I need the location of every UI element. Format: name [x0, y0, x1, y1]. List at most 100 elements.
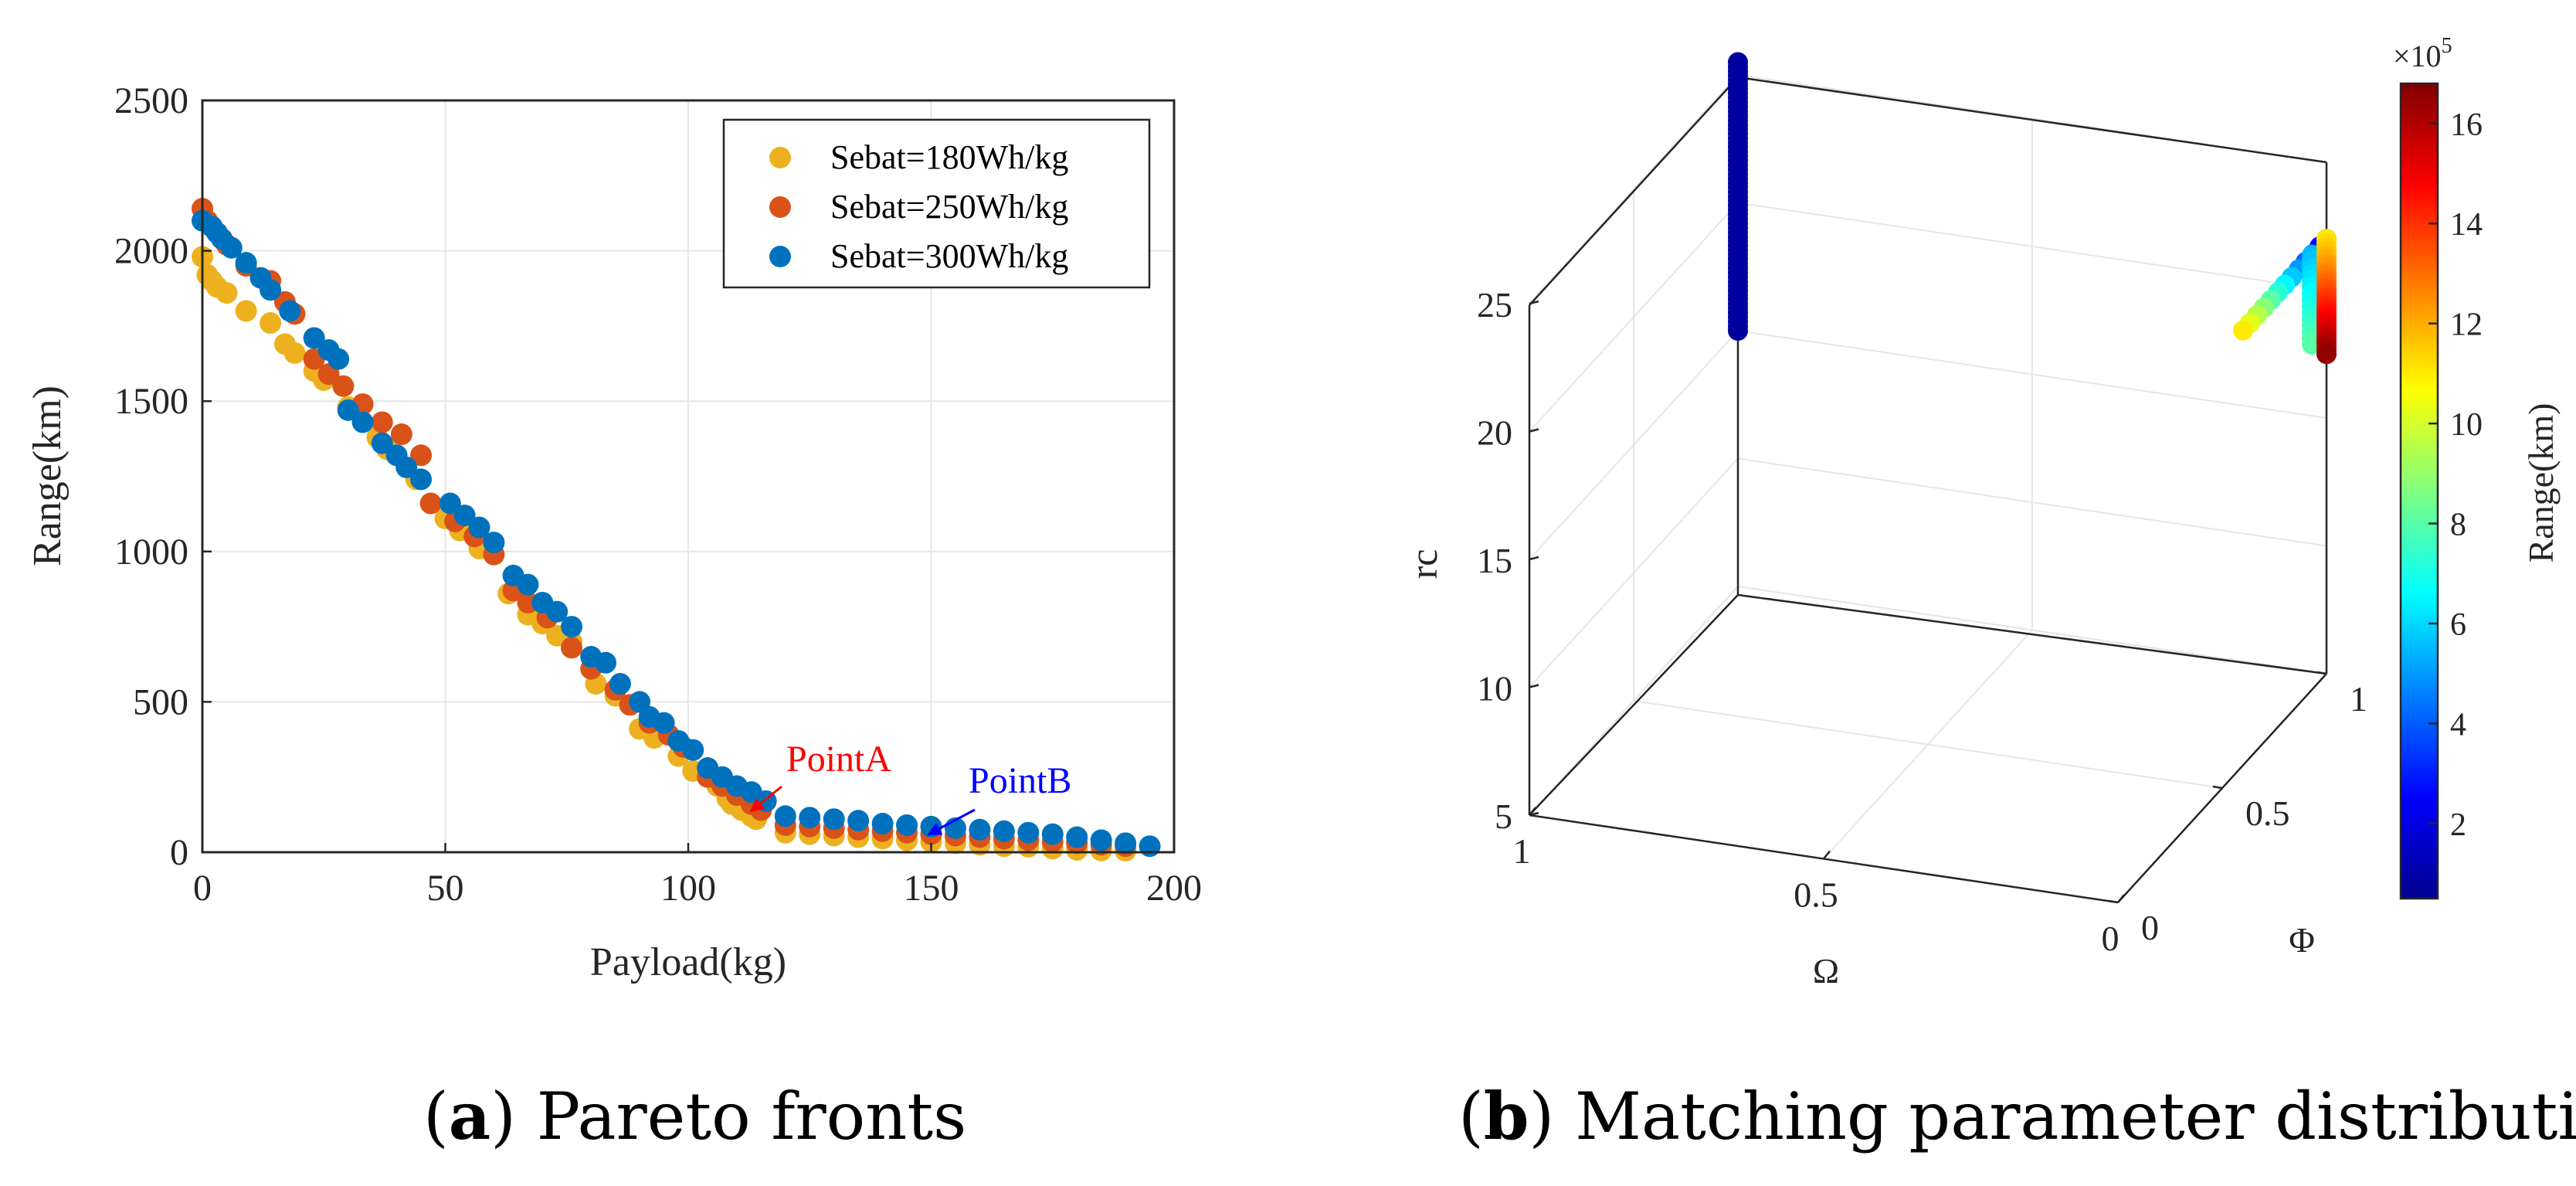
z-tick: [1529, 300, 1539, 305]
point-series-2: [871, 813, 894, 835]
caption-b-letter: b: [1483, 1078, 1529, 1154]
point-series-1: [419, 492, 442, 515]
point-series-2: [351, 411, 374, 433]
point-series-2: [847, 810, 870, 832]
z-axis-label-b: rc: [1402, 549, 1445, 579]
point-series-2: [468, 516, 490, 539]
x-tick-b: [2117, 894, 2125, 903]
point-series-2: [328, 348, 350, 370]
y-tick-label-b: 0.5: [2245, 793, 2290, 833]
point-series-2: [410, 468, 433, 491]
x-tick-label: 200: [1146, 868, 1202, 909]
matching-3d-chart: 5 10 15 20 25 1 0.5 0 0 0.5 1 rc Ω Φ 2 4 6 8 10 12 14 16 …: [1402, 34, 2561, 991]
caption-a: (a) Pareto fronts: [423, 1078, 967, 1154]
y-tick-label: 2000: [114, 231, 188, 272]
legend-label-250: Sebat=250Wh/kg: [830, 188, 1068, 226]
grid-phi-floor: [1737, 586, 2327, 675]
points-a: [192, 198, 1161, 862]
z-tick-label: 5: [1495, 797, 1512, 836]
point-series-2: [303, 327, 325, 349]
point-series-2: [653, 712, 675, 734]
y-tick-label-b: 1: [2350, 679, 2367, 719]
y-tick-label: 1000: [114, 532, 188, 573]
caption-b-text: Matching parameter distribution: [1575, 1079, 2576, 1154]
points-b: [1728, 52, 2337, 365]
caption-b: (b) Matching parameter distribution: [1458, 1078, 2576, 1154]
point-series-2: [517, 573, 539, 596]
colorbar-tick-label: 2: [2450, 807, 2466, 843]
point-series-0: [260, 312, 282, 335]
y-tick-b: [2316, 671, 2327, 675]
annotation-point-a: PointA: [749, 739, 891, 813]
legend-label-300: Sebat=300Wh/kg: [830, 237, 1068, 275]
colorbar-tick-label: 14: [2450, 207, 2483, 243]
ticks-b: 5 10 15 20 25 1 0.5 0 0 0.5 1: [1477, 285, 2367, 958]
x-tick-label: 100: [660, 868, 716, 909]
legend-label-180: Sebat=180Wh/kg: [830, 138, 1068, 176]
point-series-1: [410, 444, 433, 467]
point-b-arrow: [927, 808, 976, 836]
point-series-2: [1041, 823, 1064, 845]
x-tick-label-b: 1: [1513, 831, 1531, 871]
point-series-2: [453, 505, 476, 527]
point-a-label: PointA: [786, 739, 891, 780]
x-axis-label-a: Payload(kg): [590, 940, 786, 984]
point-series-2: [799, 807, 821, 829]
point-phi-arm: [2233, 320, 2253, 341]
point-series-2: [993, 820, 1015, 842]
y-tick-label: 0: [170, 832, 188, 873]
z-tick-label: 25: [1477, 285, 1512, 325]
point-series-2: [1139, 835, 1161, 858]
point-series-2: [823, 808, 845, 831]
point-series-1: [371, 411, 393, 433]
colorbar: 2 4 6 8 10 12 14 16 ×105 Range(km): [2393, 34, 2561, 900]
y-tick-label: 1500: [114, 381, 188, 422]
colorbar-tick-label: 8: [2450, 508, 2466, 543]
point-series-2: [371, 432, 393, 454]
grid-phi-floor: [1633, 700, 2223, 789]
colorbar-tick-label: 6: [2450, 607, 2466, 643]
point-series-2: [595, 651, 617, 674]
point-series-2: [774, 805, 796, 827]
y-axis-label-a: Range(km): [25, 386, 70, 566]
y-tick-b: [2108, 899, 2119, 904]
x-tick-label: 50: [427, 868, 464, 909]
y-tick-label-b: 0: [2141, 908, 2159, 947]
y-tick-b: [2212, 785, 2223, 790]
legend-marker-180: [769, 147, 791, 168]
point-series-1: [561, 637, 583, 659]
legend: Sebat=180Wh/kg Sebat=250Wh/kg Sebat=300W…: [722, 118, 1151, 289]
colorbar-gradient: [2401, 83, 2438, 899]
colorbar-tick-label: 16: [2450, 107, 2483, 143]
caption-a-letter: a: [448, 1078, 491, 1154]
point-omega-one-column: [1728, 52, 1748, 73]
x-tick-label: 0: [193, 868, 212, 909]
colorbar-tick-label: 12: [2450, 308, 2483, 343]
colorbar-exponent: ×105: [2393, 34, 2452, 73]
colorbar-tick-label: 10: [2450, 407, 2483, 443]
point-series-2: [439, 492, 461, 515]
x-tick-label-b: 0.5: [1794, 875, 1838, 915]
z-tick-label: 15: [1477, 541, 1512, 580]
point-series-2: [395, 456, 418, 478]
z-tick-label: 20: [1477, 413, 1512, 453]
point-omega-zero-column: [2316, 344, 2337, 365]
annotation-point-b: PointB: [927, 760, 1071, 836]
y-tick-label: 2500: [114, 80, 188, 121]
point-series-0: [283, 342, 306, 364]
point-series-0: [216, 282, 238, 304]
point-a-arrow: [749, 785, 782, 813]
colorbar-tick-label: 4: [2450, 707, 2466, 743]
caption-a-text: Pareto fronts: [536, 1079, 967, 1154]
colorbar-label: Range(km): [2521, 403, 2561, 563]
point-series-2: [483, 532, 505, 554]
point-series-2: [1115, 832, 1137, 855]
legend-box: [722, 118, 1151, 289]
y-axis-label-b: Φ: [2289, 920, 2315, 960]
point-series-1: [332, 375, 355, 397]
point-series-2: [609, 673, 631, 695]
point-series-2: [969, 818, 991, 841]
